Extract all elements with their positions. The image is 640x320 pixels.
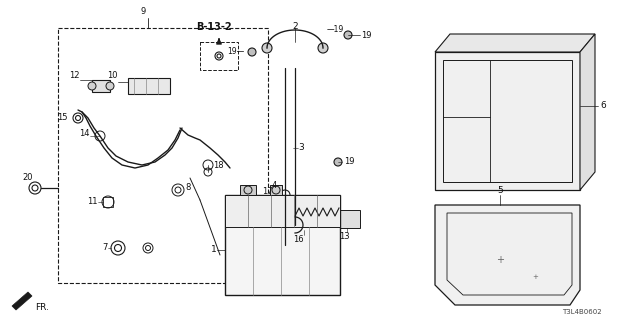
Bar — [296, 215, 318, 230]
Circle shape — [88, 82, 96, 90]
Text: 12: 12 — [70, 71, 80, 81]
Polygon shape — [435, 205, 580, 305]
Circle shape — [248, 48, 256, 56]
Text: 4: 4 — [272, 180, 277, 189]
Bar — [128, 78, 170, 94]
Text: 9: 9 — [140, 7, 146, 16]
Bar — [225, 195, 340, 227]
Text: +: + — [532, 274, 538, 280]
Text: +: + — [496, 255, 504, 265]
Text: 2: 2 — [292, 22, 298, 31]
Text: 20: 20 — [22, 173, 33, 182]
Text: 6: 6 — [600, 101, 605, 110]
Circle shape — [334, 158, 342, 166]
Text: 19—: 19— — [227, 47, 244, 57]
Text: 13: 13 — [339, 232, 349, 241]
Polygon shape — [580, 34, 595, 190]
Bar — [92, 80, 110, 92]
Bar — [103, 197, 113, 207]
Bar — [58, 28, 268, 283]
Text: 11: 11 — [88, 197, 98, 206]
Circle shape — [262, 43, 272, 53]
Circle shape — [344, 31, 352, 39]
Circle shape — [318, 43, 328, 53]
Polygon shape — [12, 292, 32, 310]
Text: 3: 3 — [298, 143, 304, 153]
Text: 10: 10 — [108, 70, 118, 79]
Text: 8: 8 — [185, 183, 190, 193]
Circle shape — [106, 82, 114, 90]
Text: 19: 19 — [361, 30, 371, 39]
Bar — [200, 42, 238, 70]
Text: FR.: FR. — [35, 303, 49, 313]
Text: 18: 18 — [213, 161, 223, 170]
Text: 16: 16 — [292, 235, 303, 244]
Text: T3L4B0602: T3L4B0602 — [562, 309, 602, 315]
Text: B-13-2: B-13-2 — [196, 22, 232, 32]
Text: 7: 7 — [102, 244, 108, 252]
Bar — [270, 185, 282, 195]
Text: 15: 15 — [58, 114, 68, 123]
Bar — [240, 185, 256, 195]
Bar — [225, 195, 340, 295]
Text: 1: 1 — [211, 245, 217, 254]
Bar — [435, 52, 580, 190]
Bar — [335, 210, 360, 228]
Bar — [443, 60, 572, 182]
Text: 14: 14 — [79, 130, 90, 139]
Text: —19: —19 — [327, 26, 344, 35]
Polygon shape — [435, 34, 595, 52]
Text: 19: 19 — [344, 157, 355, 166]
Text: 17: 17 — [262, 188, 273, 196]
Text: 5: 5 — [497, 186, 503, 195]
